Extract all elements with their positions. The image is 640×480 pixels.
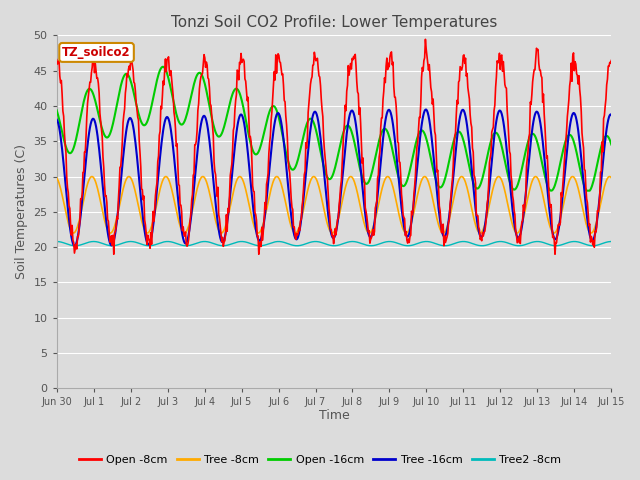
Y-axis label: Soil Temperatures (C): Soil Temperatures (C)	[15, 144, 28, 279]
Legend: Open -8cm, Tree -8cm, Open -16cm, Tree -16cm, Tree2 -8cm: Open -8cm, Tree -8cm, Open -16cm, Tree -…	[74, 451, 566, 469]
X-axis label: Time: Time	[319, 409, 349, 422]
Text: TZ_soilco2: TZ_soilco2	[62, 46, 131, 59]
Title: Tonzi Soil CO2 Profile: Lower Temperatures: Tonzi Soil CO2 Profile: Lower Temperatur…	[171, 15, 497, 30]
